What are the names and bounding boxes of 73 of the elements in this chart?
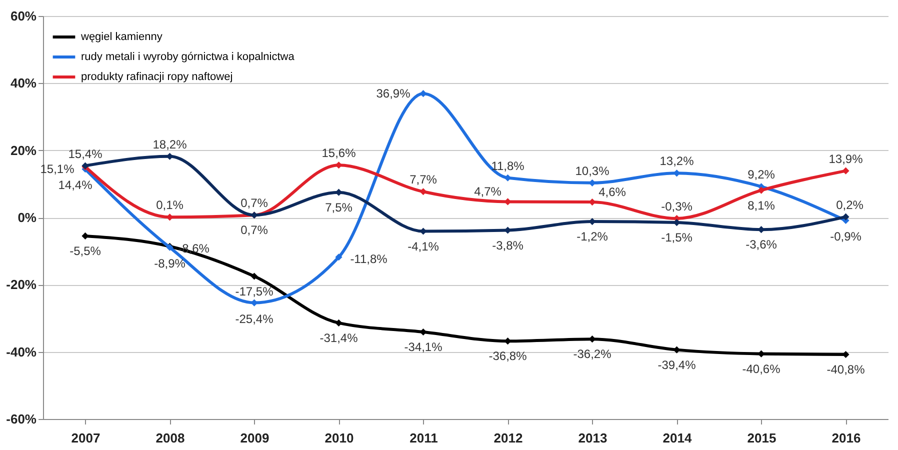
legend-label: węgiel kamienny bbox=[80, 31, 163, 43]
x-tick-label: 2014 bbox=[662, 430, 692, 446]
point bbox=[842, 213, 850, 220]
data-label: -31,4% bbox=[320, 330, 358, 345]
point bbox=[588, 336, 596, 343]
data-label: -25,4% bbox=[235, 312, 274, 326]
x-tick-label: 2013 bbox=[578, 430, 608, 446]
data-label: 14,4% bbox=[58, 178, 93, 192]
y-tick-label: -40% bbox=[6, 344, 37, 360]
data-label: 15,6% bbox=[322, 146, 356, 160]
data-label: -11,8% bbox=[350, 252, 388, 266]
data-label: -3,6% bbox=[746, 238, 778, 252]
point bbox=[420, 328, 427, 336]
data-label: -5,5% bbox=[70, 244, 102, 258]
point bbox=[250, 272, 258, 280]
x-tick-label: 2008 bbox=[156, 430, 185, 446]
x-tick-label: 2012 bbox=[494, 430, 523, 446]
data-label: -17,5% bbox=[235, 284, 274, 298]
x-tick-label: 2016 bbox=[832, 430, 861, 446]
data-label: 10,3% bbox=[575, 164, 610, 178]
point bbox=[842, 167, 850, 174]
point bbox=[504, 174, 512, 182]
x-tick-label: 2015 bbox=[747, 430, 776, 446]
data-label: -36,8% bbox=[488, 349, 528, 364]
y-tick-label: 20% bbox=[10, 142, 37, 158]
data-label: 0,7% bbox=[240, 196, 268, 210]
data-label: -3,8% bbox=[492, 238, 524, 252]
data-label: -39,4% bbox=[658, 358, 696, 372]
legend-label: rudy metali i wyroby górnictwa i kopalnictwa bbox=[81, 51, 296, 63]
legend-label: produkty rafinacji ropy naftowej bbox=[81, 71, 233, 83]
data-label: 8,1% bbox=[748, 198, 776, 212]
y-tick-label: -60% bbox=[6, 412, 37, 426]
data-label: 0,7% bbox=[240, 223, 268, 238]
data-label: -4,1% bbox=[408, 239, 440, 254]
data-label: 4,7% bbox=[474, 184, 502, 199]
point bbox=[335, 254, 342, 261]
point bbox=[335, 162, 342, 169]
x-tick-label: 2010 bbox=[324, 430, 354, 446]
data-label: -40,6% bbox=[742, 362, 781, 376]
point bbox=[335, 319, 342, 326]
x-tick-label: 2009 bbox=[240, 430, 270, 446]
data-label: -8,9% bbox=[154, 256, 186, 270]
data-label: 4,6% bbox=[598, 185, 626, 200]
data-label: -1,5% bbox=[661, 230, 693, 245]
data-label: 13,2% bbox=[660, 154, 694, 168]
data-label: 7,5% bbox=[325, 200, 353, 214]
data-label: -0,9% bbox=[830, 230, 862, 244]
data-label: -0,3% bbox=[661, 200, 693, 214]
data-label: 7,7% bbox=[410, 172, 438, 187]
data-label: 0,1% bbox=[156, 198, 184, 212]
y-tick-label: -20% bbox=[6, 277, 37, 292]
y-tick-label: 40% bbox=[10, 76, 37, 91]
data-label: 13,9% bbox=[828, 152, 864, 166]
data-label: 15,4% bbox=[68, 146, 103, 161]
y-tick-label: 0% bbox=[18, 210, 37, 225]
data-label: -36,2% bbox=[573, 347, 612, 362]
point bbox=[420, 90, 427, 98]
point bbox=[673, 346, 680, 354]
point bbox=[758, 186, 765, 194]
data-label: 0,2% bbox=[836, 198, 864, 212]
x-tick-label: 2007 bbox=[71, 430, 100, 446]
data-label: -40,8% bbox=[826, 362, 866, 377]
data-label: -1,2% bbox=[576, 230, 608, 244]
data-label: -34,1% bbox=[404, 340, 443, 354]
data-label: -8,6% bbox=[178, 241, 210, 256]
point bbox=[420, 188, 427, 196]
x-tick-label: 2011 bbox=[410, 430, 438, 446]
y-tick-label: 60% bbox=[10, 8, 37, 24]
point bbox=[82, 232, 89, 240]
data-label: 11,8% bbox=[491, 158, 525, 173]
data-label: 36,9% bbox=[376, 86, 411, 101]
data-label: 9,2% bbox=[748, 168, 776, 182]
data-label: 18,2% bbox=[152, 137, 188, 152]
